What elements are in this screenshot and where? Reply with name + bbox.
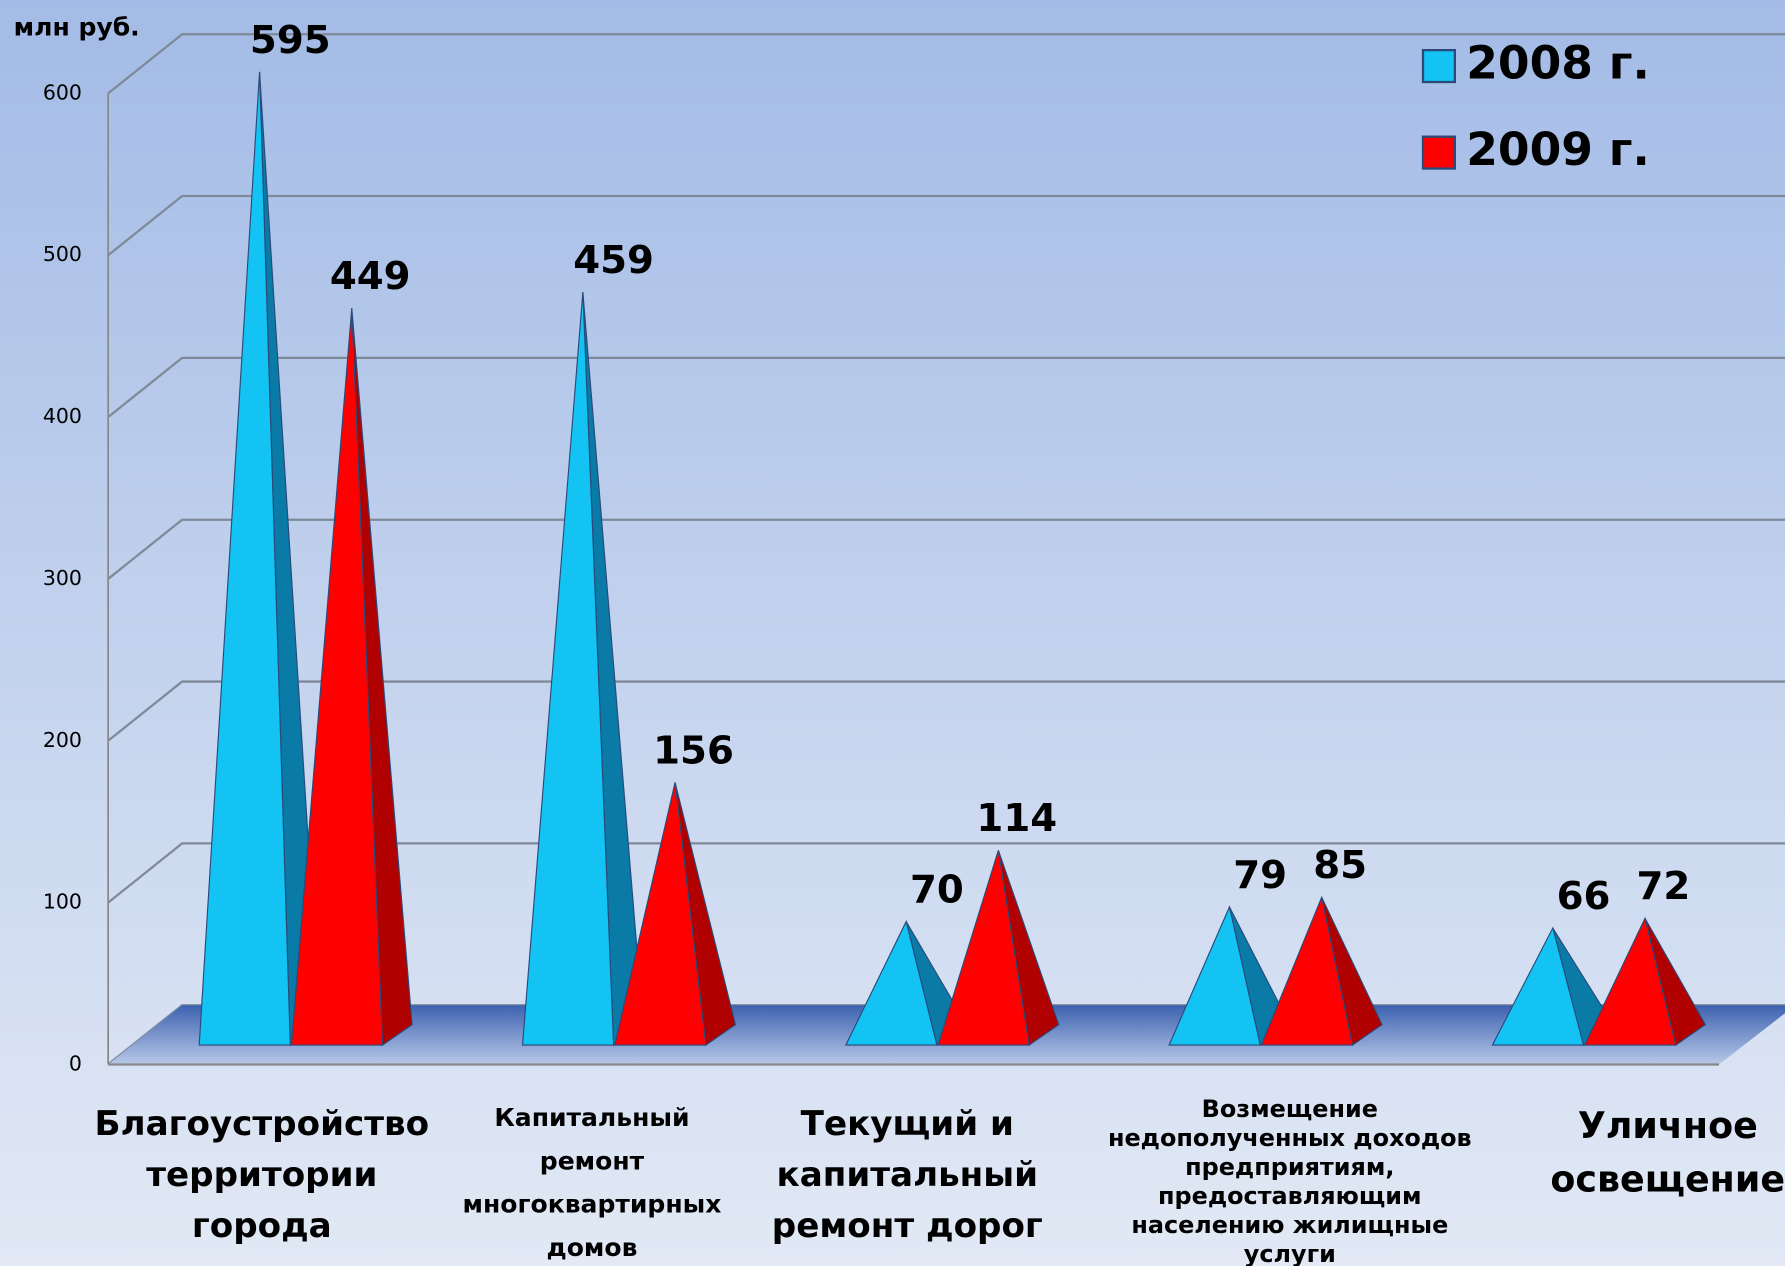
- pyramid-front: [521, 291, 615, 1046]
- grid-line: [107, 842, 1785, 904]
- grid-line: [107, 680, 1785, 742]
- label-line: предприятиям,: [1185, 1153, 1394, 1181]
- label-line: домов: [547, 1233, 638, 1262]
- y-tick-label: 100: [43, 890, 82, 914]
- label-line: Текущий и: [801, 1103, 1014, 1143]
- y-tick-label: 500: [43, 242, 82, 266]
- legend-swatch: [1421, 135, 1457, 170]
- pyramid-front: [1583, 916, 1677, 1046]
- pyramid-front: [1260, 895, 1354, 1046]
- pyramid: [1260, 895, 1383, 1047]
- y-axis-title: млн руб.: [14, 13, 140, 42]
- value-label: 449: [330, 254, 411, 299]
- grid-line: [107, 33, 1785, 95]
- legend-label: 2009 г.: [1466, 123, 1650, 176]
- value-label: 79: [1233, 853, 1287, 898]
- label-line: ремонт дорог: [772, 1206, 1043, 1246]
- value-label: 70: [910, 867, 964, 912]
- value-label: 459: [573, 238, 654, 283]
- grid-line: [107, 356, 1785, 418]
- y-tick-label: 200: [43, 728, 82, 752]
- legend-label: 2008 г.: [1466, 37, 1650, 90]
- y-tick-label: 300: [43, 566, 82, 590]
- label-line: Капитальный: [494, 1103, 689, 1132]
- label-line: освещение: [1550, 1157, 1785, 1200]
- pyramid-front: [614, 782, 707, 1046]
- pyramid: [290, 308, 413, 1047]
- grid-line: [107, 518, 1785, 580]
- label-line: территории: [146, 1155, 377, 1195]
- y-tick-label: 400: [43, 404, 82, 428]
- label-line: многоквартирных: [463, 1190, 722, 1219]
- x-tick-label: Возмещение недополученных доходов предприя…: [1108, 1095, 1472, 1266]
- y-tick-label: 600: [43, 80, 82, 104]
- value-label: 72: [1636, 864, 1690, 909]
- label-line: недополученных доходов: [1108, 1124, 1472, 1152]
- pyramid-front: [1491, 926, 1585, 1046]
- pyramid: [614, 782, 737, 1047]
- x-tick-label: Уличное освещение: [1550, 1104, 1785, 1201]
- x-tick-label: Капитальный ремонт многоквартирных домов: [463, 1103, 722, 1262]
- label-line: Уличное: [1578, 1104, 1758, 1147]
- grid-line: [107, 194, 1785, 257]
- pyramid: [937, 850, 1060, 1047]
- pyramid-front: [198, 71, 291, 1046]
- x-tick-label: Благоустройство территории города: [95, 1103, 430, 1245]
- value-label: 114: [976, 796, 1057, 841]
- label-line: ремонт: [540, 1146, 645, 1175]
- label-line: Благоустройство: [95, 1103, 430, 1143]
- pyramid: [1583, 916, 1707, 1047]
- label-line: предоставляющим: [1158, 1182, 1422, 1210]
- label-line: услуги: [1244, 1240, 1336, 1266]
- pyramid-front: [937, 850, 1030, 1046]
- value-label: 85: [1313, 843, 1367, 888]
- pyramid-front: [844, 919, 938, 1046]
- value-label: 66: [1557, 874, 1611, 919]
- label-line: Возмещение: [1202, 1095, 1378, 1123]
- value-label: 156: [653, 728, 734, 773]
- label-line: капитальный: [777, 1155, 1039, 1195]
- pyramid-front: [1168, 905, 1261, 1046]
- x-tick-label: Текущий и капитальный ремонт дорог: [772, 1103, 1043, 1245]
- value-label: 595: [250, 18, 331, 63]
- y-tick-label: 0: [69, 1051, 82, 1075]
- legend-swatch: [1421, 49, 1457, 84]
- label-line: города: [192, 1206, 332, 1246]
- pyramid-front: [290, 308, 384, 1046]
- label-line: населению жилищные: [1131, 1211, 1448, 1239]
